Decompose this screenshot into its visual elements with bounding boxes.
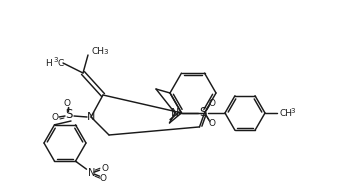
Text: N: N [87,112,95,122]
Text: O: O [99,174,106,183]
Text: C: C [58,59,64,68]
Text: 3: 3 [54,58,58,64]
Text: S: S [199,106,207,120]
Text: N: N [88,168,95,178]
Text: N: N [171,108,179,118]
Text: S: S [65,108,73,121]
Text: 3: 3 [290,108,295,114]
Text: O: O [51,113,59,122]
Text: CH: CH [91,48,105,57]
Text: CH: CH [280,108,292,118]
Text: O: O [102,164,109,173]
Text: 3: 3 [103,50,108,56]
Text: O: O [208,119,216,128]
Text: O: O [208,98,216,107]
Text: O: O [64,98,70,107]
Text: H: H [46,59,52,68]
